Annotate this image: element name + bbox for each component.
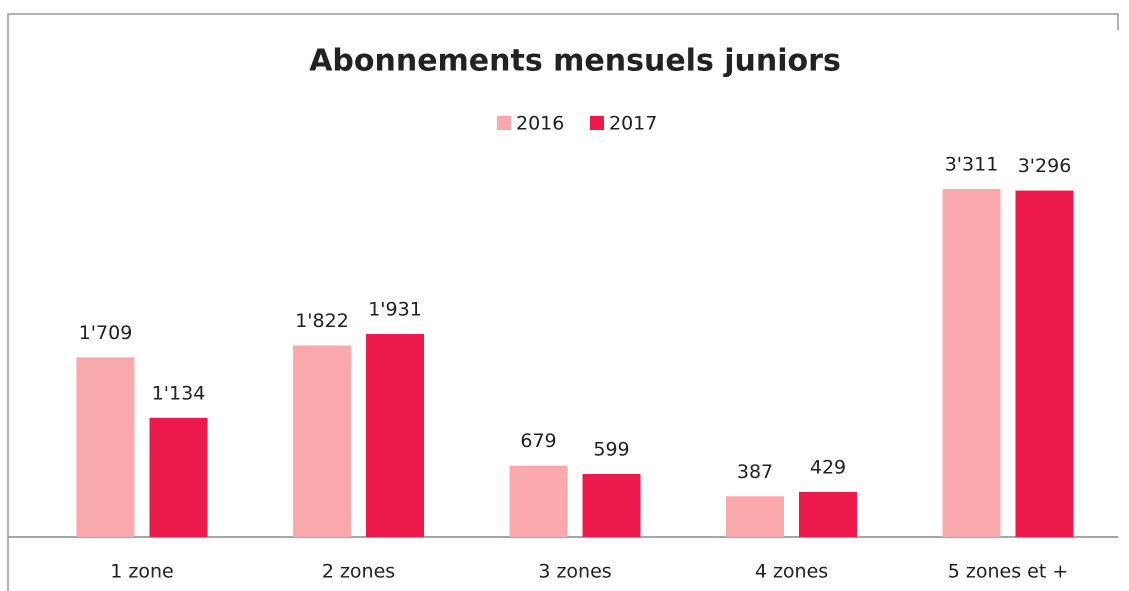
bar [76,357,135,537]
data-label: 429 [810,456,846,478]
legend-swatch [590,116,604,130]
x-tick-label: 3 zones [538,561,611,583]
data-label: 3'311 [945,154,999,176]
legend-label: 2017 [609,113,657,135]
bar [799,491,857,537]
data-label: 679 [520,430,556,452]
data-label: 1'931 [368,299,422,321]
x-tick-label: 5 zones et + [948,561,1069,583]
chart-title: Abonnements mensuels juniors [309,44,841,79]
bar [1015,190,1074,537]
bar [509,465,568,537]
data-label: 3'296 [1018,155,1072,177]
data-label: 1'709 [79,322,133,344]
legend-swatch [497,116,511,130]
bar [149,417,208,537]
bar [582,474,641,537]
x-tick-label: 1 zone [110,561,173,583]
data-label: 1'822 [295,310,349,332]
bar [293,345,351,537]
bar [726,496,784,537]
x-tick-label: 4 zones [755,561,828,583]
bar [366,334,424,537]
frame [7,13,1119,591]
x-tick-label: 2 zones [322,561,395,583]
bar [942,189,1001,537]
legend-label: 2016 [516,113,564,135]
data-label: 387 [737,461,773,483]
data-label: 1'134 [152,382,206,404]
data-label: 599 [593,439,629,461]
